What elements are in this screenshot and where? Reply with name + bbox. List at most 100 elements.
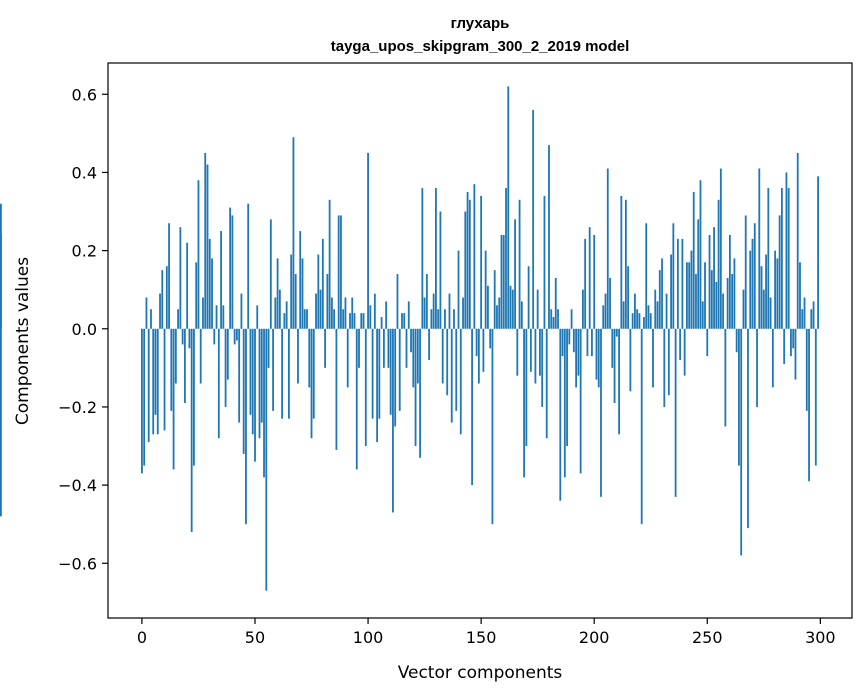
x-tick-label: 250 bbox=[692, 628, 723, 647]
bar-210 bbox=[615, 328, 618, 337]
bar-222 bbox=[643, 317, 645, 329]
x-axis-label: Vector components bbox=[398, 663, 563, 683]
bar-234 bbox=[670, 254, 672, 329]
bar-64 bbox=[285, 301, 288, 329]
bar-74 bbox=[308, 328, 311, 388]
bar-30 bbox=[208, 238, 211, 329]
bar-216 bbox=[629, 328, 632, 392]
bar-93 bbox=[351, 297, 354, 329]
bar-270 bbox=[751, 238, 754, 329]
bar-52 bbox=[258, 328, 261, 439]
bar-282 bbox=[778, 215, 781, 329]
bar-142 bbox=[462, 297, 464, 329]
bar-65 bbox=[288, 328, 290, 419]
bar-81 bbox=[324, 328, 326, 368]
bar-172 bbox=[529, 328, 532, 372]
bar-18 bbox=[181, 328, 184, 345]
bar-139 bbox=[455, 328, 458, 411]
bar-109 bbox=[387, 328, 390, 368]
bar-26 bbox=[199, 328, 202, 384]
y-tick-label: −0.4 bbox=[58, 476, 97, 495]
bar-28 bbox=[204, 152, 207, 329]
y-tick-label: 0.6 bbox=[72, 85, 97, 104]
bar-114 bbox=[398, 328, 401, 411]
bar-95 bbox=[355, 328, 358, 470]
bar-117 bbox=[405, 328, 408, 368]
bar-266 bbox=[742, 289, 745, 329]
bar-258 bbox=[724, 328, 727, 427]
bar-193 bbox=[577, 328, 580, 376]
bar-35 bbox=[220, 231, 222, 329]
bar-67 bbox=[292, 137, 295, 329]
bar-265 bbox=[740, 328, 743, 556]
bar-184 bbox=[557, 309, 559, 329]
bar-182 bbox=[552, 317, 555, 329]
bar-160 bbox=[502, 234, 505, 329]
bar-126 bbox=[425, 274, 428, 329]
bar-125 bbox=[423, 297, 426, 329]
bar-121 bbox=[414, 328, 417, 447]
bar-289 bbox=[794, 328, 797, 380]
bar-268 bbox=[747, 328, 749, 529]
bar-151 bbox=[482, 328, 485, 372]
bar-10 bbox=[163, 328, 166, 431]
bar-287 bbox=[790, 328, 792, 357]
bar-179 bbox=[545, 328, 548, 439]
bar-167 bbox=[518, 199, 521, 329]
bar-227 bbox=[654, 289, 657, 329]
bar-86 bbox=[335, 328, 338, 450]
bar-70 bbox=[299, 231, 302, 329]
bar-290 bbox=[796, 152, 799, 329]
bar-211 bbox=[618, 328, 620, 435]
bar-137 bbox=[450, 328, 453, 423]
bar-99 bbox=[364, 328, 367, 447]
bar-254 bbox=[715, 281, 718, 329]
x-tick-label: 200 bbox=[579, 628, 610, 647]
bar-212 bbox=[620, 195, 623, 329]
bar-34 bbox=[217, 328, 220, 439]
bar-165 bbox=[514, 219, 516, 329]
bar-262 bbox=[733, 258, 736, 329]
bar-96 bbox=[358, 328, 360, 368]
bar-181 bbox=[550, 309, 553, 329]
bar-298 bbox=[814, 328, 817, 466]
bar-276 bbox=[765, 254, 767, 329]
x-tick-label: 150 bbox=[466, 628, 497, 647]
bar-85 bbox=[333, 309, 336, 329]
bar-56 bbox=[267, 328, 270, 368]
bar-292 bbox=[801, 309, 804, 329]
bar-103 bbox=[373, 293, 376, 329]
bar-41 bbox=[233, 328, 236, 345]
bar-98 bbox=[362, 313, 365, 329]
bar-259 bbox=[726, 277, 729, 329]
y-tick-label: 0.2 bbox=[72, 242, 97, 261]
bar-94 bbox=[353, 313, 356, 329]
bar-71 bbox=[301, 258, 304, 329]
bar-252 bbox=[710, 270, 713, 329]
bar-156 bbox=[493, 270, 496, 329]
bar-83 bbox=[328, 199, 331, 329]
bar-238 bbox=[679, 328, 682, 361]
bar-9 bbox=[161, 270, 164, 329]
bar-148 bbox=[475, 328, 478, 357]
bar-275 bbox=[762, 289, 765, 329]
bar-164 bbox=[511, 289, 514, 329]
bar-241 bbox=[686, 262, 688, 329]
bar-68 bbox=[294, 274, 297, 329]
bar-97 bbox=[360, 313, 363, 329]
bar-36 bbox=[222, 305, 225, 329]
bar-138 bbox=[453, 309, 455, 329]
bar-161 bbox=[505, 188, 507, 329]
bar-285 bbox=[785, 172, 788, 329]
bar-203 bbox=[600, 328, 602, 497]
bar-219 bbox=[636, 309, 639, 329]
bar-246 bbox=[697, 219, 700, 329]
bar-191 bbox=[572, 328, 575, 353]
bar-273 bbox=[758, 168, 761, 329]
bar-263 bbox=[735, 328, 738, 353]
bar-15 bbox=[174, 328, 177, 384]
bar-220 bbox=[638, 313, 641, 329]
bar-13 bbox=[170, 328, 173, 411]
bar-157 bbox=[496, 305, 498, 329]
bar-12 bbox=[168, 223, 170, 329]
